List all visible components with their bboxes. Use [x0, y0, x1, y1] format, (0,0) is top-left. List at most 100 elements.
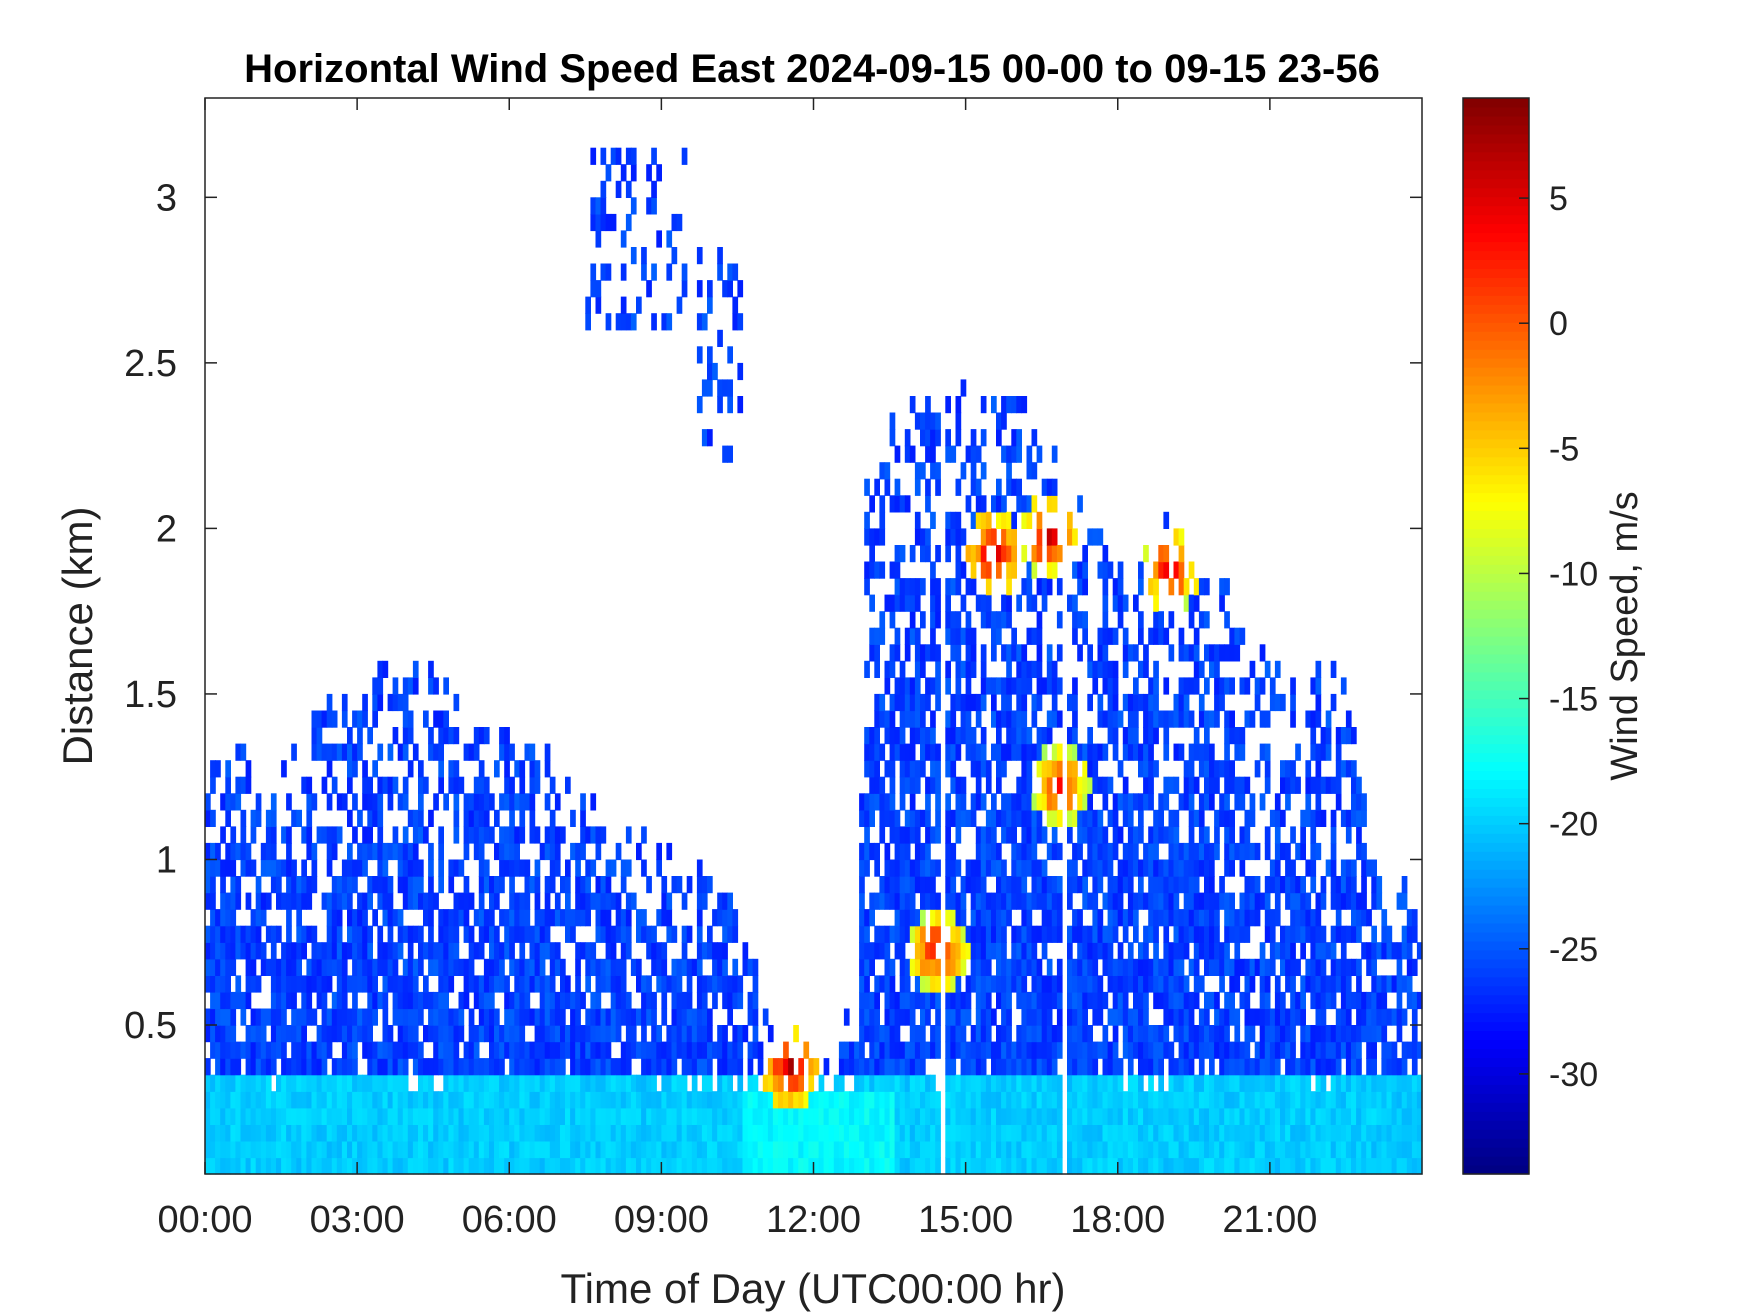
heatmap-cell	[1072, 991, 1078, 1010]
heatmap-cell	[945, 975, 951, 993]
heatmap-cell	[423, 1074, 429, 1092]
heatmap-cell	[1001, 942, 1007, 960]
heatmap-cell	[352, 1041, 358, 1059]
heatmap-cell	[808, 1124, 815, 1142]
heatmap-cell	[1041, 793, 1048, 811]
heatmap-cell	[1031, 495, 1038, 513]
heatmap-cell	[712, 1091, 718, 1109]
heatmap-cell	[996, 1058, 1002, 1076]
heatmap-cell	[1381, 1008, 1388, 1026]
heatmap-cell	[1006, 445, 1012, 463]
heatmap-cell	[357, 1107, 363, 1125]
heatmap-cell	[1158, 958, 1164, 976]
heatmap-cell	[347, 859, 353, 877]
heatmap-cell	[1315, 793, 1322, 811]
heatmap-cell	[1269, 693, 1276, 712]
heatmap-cell	[1406, 1074, 1413, 1092]
heatmap-cell	[1229, 909, 1235, 927]
heatmap-cell	[1269, 1058, 1276, 1076]
heatmap-cell	[509, 909, 515, 927]
heatmap-cell	[1335, 876, 1342, 894]
heatmap-cell	[1285, 776, 1291, 794]
heatmap-cell	[1036, 1124, 1043, 1142]
heatmap-cell	[869, 1008, 875, 1026]
heatmap-cell	[509, 925, 515, 943]
heatmap-cell	[1016, 876, 1022, 894]
heatmap-cell	[524, 925, 531, 943]
heatmap-cell	[306, 1157, 313, 1175]
heatmap-cell	[1234, 909, 1241, 927]
heatmap-cell	[230, 1124, 237, 1142]
heatmap-cell	[960, 1091, 967, 1109]
heatmap-cell	[1067, 528, 1073, 546]
heatmap-cell	[1209, 660, 1215, 678]
heatmap-cell	[696, 859, 703, 877]
heatmap-cell	[1001, 826, 1007, 844]
heatmap-cell	[1031, 942, 1038, 960]
heatmap-cell	[1239, 991, 1246, 1010]
heatmap-cell	[1198, 942, 1205, 960]
heatmap-cell	[1229, 975, 1235, 993]
heatmap-cell	[889, 991, 896, 1010]
heatmap-cell	[752, 1140, 759, 1159]
heatmap-cell	[838, 1091, 845, 1109]
heatmap-cell	[514, 842, 520, 861]
heatmap-cell	[864, 743, 870, 761]
heatmap-cell	[1041, 578, 1048, 596]
heatmap-cell	[960, 876, 967, 894]
heatmap-cell	[864, 660, 870, 678]
heatmap-cell	[352, 1008, 358, 1026]
heatmap-cell	[235, 876, 242, 894]
heatmap-cell	[991, 644, 997, 662]
heatmap-cell	[1087, 693, 1093, 712]
heatmap-cell	[1381, 1107, 1388, 1125]
heatmap-cell	[205, 925, 211, 943]
heatmap-cell	[1026, 445, 1033, 463]
heatmap-cell	[950, 627, 957, 645]
heatmap-cell	[1305, 1124, 1312, 1142]
heatmap-cell	[1127, 975, 1134, 993]
heatmap-cell	[392, 727, 399, 745]
heatmap-cell	[712, 991, 718, 1010]
heatmap-cell	[321, 1140, 328, 1159]
heatmap-cell	[874, 693, 880, 712]
heatmap-cell	[864, 1157, 870, 1175]
heatmap-cell	[514, 1058, 520, 1076]
heatmap-cell	[1330, 1107, 1337, 1125]
heatmap-cell	[397, 1041, 404, 1059]
heatmap-cell	[1102, 1091, 1109, 1109]
heatmap-cell	[1041, 1074, 1048, 1092]
heatmap-cell	[914, 1140, 921, 1159]
heatmap-cell	[230, 1025, 237, 1043]
heatmap-cell	[382, 958, 389, 976]
heatmap-cell	[1285, 842, 1291, 861]
heatmap-cell	[1188, 1107, 1195, 1125]
heatmap-cell	[590, 1008, 597, 1026]
heatmap-cell	[1056, 1008, 1063, 1026]
heatmap-cell	[1041, 1058, 1048, 1076]
heatmap-cell	[331, 1091, 338, 1109]
heatmap-cell	[1036, 826, 1043, 844]
heatmap-cell	[975, 776, 982, 794]
heatmap-cell	[904, 925, 911, 943]
heatmap-cell	[960, 991, 967, 1010]
heatmap-cell	[818, 1074, 825, 1092]
heatmap-cell	[1386, 1041, 1393, 1059]
heatmap-cell	[418, 1140, 424, 1159]
heatmap-cell	[539, 1124, 546, 1142]
heatmap-cell	[636, 975, 642, 993]
heatmap-cell	[1239, 958, 1246, 976]
heatmap-cell	[453, 1041, 460, 1059]
heatmap-cell	[691, 1124, 698, 1142]
heatmap-cell	[1082, 561, 1088, 579]
heatmap-cell	[1016, 859, 1022, 877]
heatmap-cell	[707, 942, 713, 960]
heatmap-cell	[818, 1107, 825, 1125]
heatmap-cell	[1092, 958, 1099, 976]
heatmap-cell	[1117, 1058, 1124, 1076]
heatmap-cell	[539, 1058, 546, 1076]
heatmap-cell	[1102, 644, 1109, 662]
heatmap-cell	[489, 1058, 495, 1076]
heatmap-cell	[1371, 876, 1377, 894]
heatmap-cell	[1198, 892, 1205, 910]
